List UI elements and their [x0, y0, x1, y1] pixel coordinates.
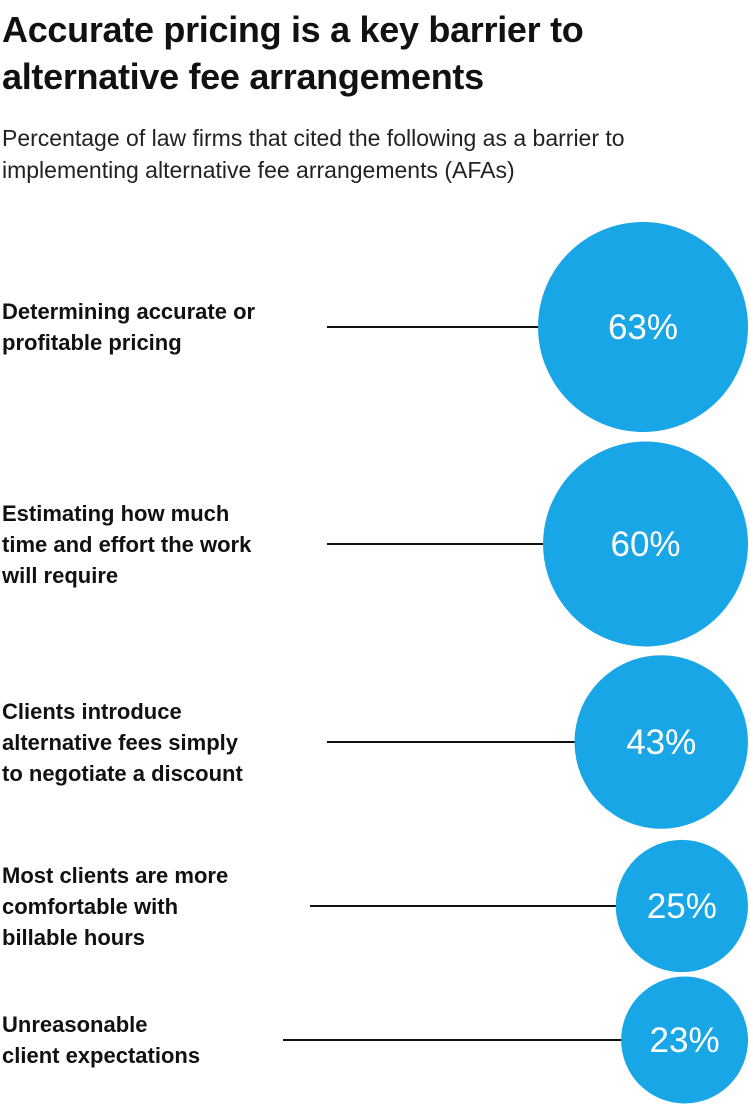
category-label-line: client expectations — [2, 1043, 201, 1068]
value-label: 25% — [647, 887, 717, 926]
category-label-line: alternative fees simply — [2, 729, 239, 755]
category-label-line: to negotiate a discount — [2, 760, 243, 786]
category-label-line: time and effort the work — [2, 531, 252, 557]
category-label-line: comfortable with — [2, 893, 179, 919]
chart-subtitle: Percentage of law firms that cited the f… — [2, 125, 625, 183]
category-label-line: billable hours — [2, 924, 146, 950]
category-label: Clients introduce alternative fees simply… — [2, 696, 302, 789]
bubble — [615, 839, 748, 973]
bubble — [574, 655, 748, 829]
category-label-line: Estimating how much — [2, 500, 230, 526]
category-label: Most clients are more comfortable with bil… — [2, 860, 302, 953]
bubble — [538, 222, 748, 432]
chart-title: Accurate pricing is a key barrier to alt… — [2, 9, 584, 97]
bubble — [543, 441, 749, 647]
value-label: 43% — [626, 723, 696, 762]
value-label: 60% — [610, 525, 680, 564]
category-label: Determining accurate or profitable pricin… — [2, 296, 302, 358]
value-label: 23% — [650, 1021, 720, 1060]
value-label: 63% — [608, 308, 678, 347]
category-label-line: Most clients are more — [2, 862, 229, 888]
category-label-line: Clients introduce — [2, 698, 182, 724]
bubble — [621, 976, 748, 1104]
category-label: Estimating how much time and effort the w… — [2, 498, 302, 591]
category-label: Unreasonable client expectations — [2, 1009, 302, 1071]
category-label-line: Determining accurate or — [2, 299, 256, 324]
category-label-line: profitable pricing — [2, 330, 182, 355]
category-label-line: Unreasonable — [2, 1012, 148, 1037]
category-label-line: will require — [2, 562, 119, 588]
